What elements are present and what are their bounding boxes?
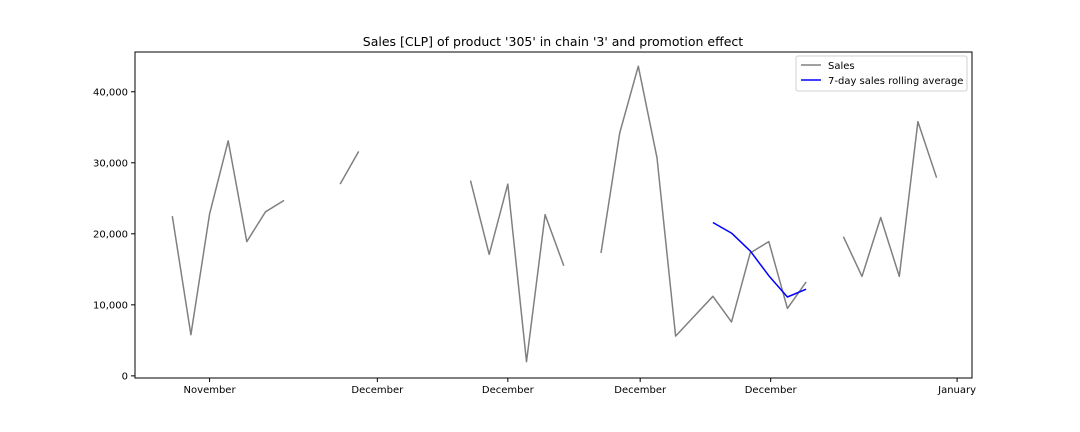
y-tick-label: 20,000 — [93, 229, 128, 240]
x-tick-label: January — [937, 385, 976, 396]
series-line-sales-segment-0 — [171, 140, 285, 336]
legend-box — [795, 55, 968, 92]
plot-area-frame — [134, 51, 973, 379]
x-tick-label: December — [745, 385, 798, 396]
x-tick-label: November — [184, 385, 237, 396]
series-line-sales-segment-1 — [339, 151, 360, 185]
x-tick-label: December — [482, 385, 535, 396]
y-tick-label: 0 — [122, 371, 128, 382]
chart-title: Sales [CLP] of product '305' in chain '3… — [363, 34, 744, 49]
legend: Sales 7-day sales rolling average — [795, 55, 968, 92]
y-tick-label: 40,000 — [93, 87, 128, 98]
series-line-sales-segment-4 — [842, 120, 938, 278]
y-tick-label: 30,000 — [93, 158, 128, 169]
x-tick-label: December — [614, 385, 667, 396]
y-tick-label: 10,000 — [93, 300, 128, 311]
legend-label-rolling-average: 7-day sales rolling average — [828, 76, 963, 87]
x-tick-label: December — [351, 385, 404, 396]
series-line-7-day-sales-rolling-average-segment-0 — [712, 221, 807, 298]
legend-label-sales: Sales — [828, 61, 855, 72]
series-line-sales-segment-2 — [469, 180, 565, 363]
series-line-sales-segment-3 — [600, 65, 807, 337]
